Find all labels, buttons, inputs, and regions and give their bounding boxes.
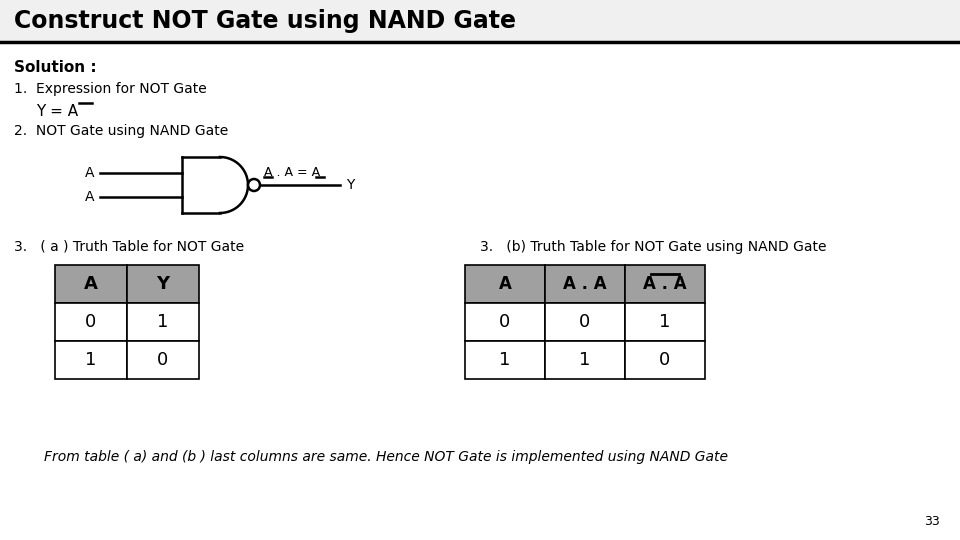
Bar	[625, 265, 705, 303]
Text: 0: 0	[660, 351, 671, 369]
Bar	[127, 303, 199, 341]
Bar	[55, 303, 127, 341]
Text: Y: Y	[156, 275, 170, 293]
Circle shape	[248, 179, 260, 191]
Bar	[0, 0, 960, 42]
Text: 3.   ( a ) Truth Table for NOT Gate: 3. ( a ) Truth Table for NOT Gate	[14, 240, 244, 254]
Text: 1.  Expression for NOT Gate: 1. Expression for NOT Gate	[14, 82, 206, 96]
Bar	[545, 303, 625, 341]
Bar	[465, 303, 545, 341]
Bar	[625, 341, 705, 379]
Text: 0: 0	[157, 351, 169, 369]
Text: A . A: A . A	[643, 275, 686, 293]
Text: 1: 1	[157, 313, 169, 331]
Text: Y = A: Y = A	[36, 104, 78, 119]
Text: A: A	[84, 190, 94, 204]
Bar	[55, 265, 127, 303]
Text: 3.   (b) Truth Table for NOT Gate using NAND Gate: 3. (b) Truth Table for NOT Gate using NA…	[480, 240, 827, 254]
Bar	[545, 341, 625, 379]
Text: 1: 1	[85, 351, 97, 369]
Text: Y: Y	[346, 178, 354, 192]
Text: A . A: A . A	[564, 275, 607, 293]
Text: 0: 0	[85, 313, 97, 331]
Bar	[625, 303, 705, 341]
Text: A: A	[84, 275, 98, 293]
Bar	[127, 265, 199, 303]
Text: 1: 1	[579, 351, 590, 369]
Text: A: A	[84, 166, 94, 180]
Text: Construct NOT Gate using NAND Gate: Construct NOT Gate using NAND Gate	[14, 9, 516, 33]
Text: 0: 0	[499, 313, 511, 331]
Text: A . A = A: A . A = A	[264, 166, 320, 179]
Text: 0: 0	[580, 313, 590, 331]
Text: 1: 1	[499, 351, 511, 369]
Text: 2.  NOT Gate using NAND Gate: 2. NOT Gate using NAND Gate	[14, 124, 228, 138]
Bar	[545, 265, 625, 303]
Bar	[55, 341, 127, 379]
Text: 33: 33	[924, 515, 940, 528]
Text: From table ( a) and (b ) last columns are same. Hence NOT Gate is implemented us: From table ( a) and (b ) last columns ar…	[44, 450, 728, 464]
Text: Solution :: Solution :	[14, 60, 97, 75]
Bar	[465, 341, 545, 379]
Text: A: A	[498, 275, 512, 293]
Bar	[465, 265, 545, 303]
Bar	[127, 341, 199, 379]
Text: 1: 1	[660, 313, 671, 331]
